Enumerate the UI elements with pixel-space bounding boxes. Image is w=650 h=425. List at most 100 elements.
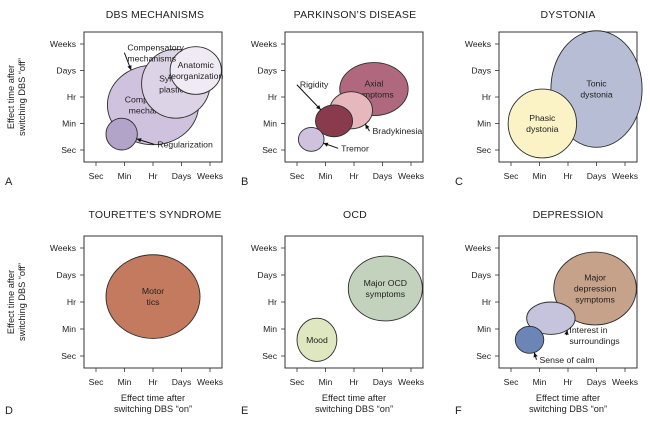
y-tick-label-days: Days xyxy=(56,270,76,280)
bubble-label-anatomic-reorganization: Anatomic xyxy=(178,60,215,70)
bubble-label-synaptic-plasticity: plasticity xyxy=(159,84,193,94)
bubble-label-major-ocd-symptoms: Major OCD xyxy=(364,278,407,288)
panel-title: OCD xyxy=(343,209,367,221)
y-tick-label-hr: Hr xyxy=(268,92,277,102)
panel-title: DEPRESSION xyxy=(533,209,604,221)
y-tick-label-days: Days xyxy=(257,270,277,280)
y-tick-label-hr: Hr xyxy=(482,92,491,102)
annotation-regularization: Regularization xyxy=(157,139,213,149)
x-tick-label-hr: Hr xyxy=(349,171,358,181)
bubble-label-mood: Mood xyxy=(306,335,328,345)
y-axis-title-line: Effect time after xyxy=(6,270,16,334)
y-tick-label-hr: Hr xyxy=(482,297,491,307)
annotation-tremor: Tremor xyxy=(341,143,369,153)
y-tick-label-hr: Hr xyxy=(67,297,76,307)
x-tick-label-days: Days xyxy=(587,171,607,181)
y-tick-label-sec: Sec xyxy=(61,351,77,361)
x-tick-label-weeks: Weeks xyxy=(612,171,638,181)
panel-letter: E xyxy=(241,405,248,417)
annotation-arrowhead xyxy=(564,330,569,335)
bubble-label-motor-tics: tics xyxy=(146,297,160,307)
x-tick-label-days: Days xyxy=(172,377,192,387)
y-axis-title-line: switching DBS “off” xyxy=(17,58,27,136)
x-tick-label-min: Min xyxy=(533,377,547,387)
x-tick-label-sec: Sec xyxy=(89,171,105,181)
y-tick-label-weeks: Weeks xyxy=(465,243,491,253)
annotation-compensatory-mechanisms: mechanisms xyxy=(127,54,176,64)
panel-c: DYSTONIA Sec Min Hr Days Weeks Sec Min Hr Days Wee… xyxy=(455,9,643,188)
y-axis-title: Effect time after switching DBS “off” xyxy=(6,263,27,341)
panel-a: DBS MECHANISMS Sec Min Hr Days Weeks Sec Min Hr D… xyxy=(5,9,223,188)
x-tick-label-hr: Hr xyxy=(148,377,157,387)
y-tick-label-min: Min xyxy=(62,119,76,129)
y-tick-label-weeks: Weeks xyxy=(251,243,277,253)
y-tick-label-min: Min xyxy=(263,324,277,334)
bubble-rigidity xyxy=(315,104,354,138)
x-tick-label-min: Min xyxy=(319,171,333,181)
x-tick-label-hr: Hr xyxy=(563,377,572,387)
annotation-compensatory-mechanisms: Compensatory xyxy=(127,43,184,53)
y-tick-label-days: Days xyxy=(257,66,277,76)
panel-letter: F xyxy=(455,405,462,417)
x-tick-label-sec: Sec xyxy=(504,171,520,181)
x-tick-label-hr: Hr xyxy=(563,171,572,181)
x-axis-title-line: Effect time after xyxy=(322,393,386,403)
y-tick-label-min: Min xyxy=(477,324,491,334)
annotation-interest-in-surroundings: surroundings xyxy=(569,336,620,346)
x-tick-label-sec: Sec xyxy=(504,377,520,387)
annotation-bradykinesia: Bradykinesia xyxy=(373,126,423,136)
bubble-label-phasic-dystonia: dystonia xyxy=(526,124,559,134)
bubble-label-tonic-dystonia: Tonic xyxy=(586,79,607,89)
x-tick-label-days: Days xyxy=(373,377,393,387)
x-axis-title-line: switching DBS “on” xyxy=(114,404,192,414)
annotation-arrowhead xyxy=(316,105,321,110)
panel-d: TOURETTE’S SYNDROME Sec Min Hr Days Weeks Sec M… xyxy=(5,209,223,417)
x-tick-label-weeks: Weeks xyxy=(197,377,223,387)
bubble-label-axial-symptoms: symptoms xyxy=(354,90,394,100)
bubble-label-motor-tics: Motor xyxy=(142,286,164,296)
y-axis-title: Effect time after switching DBS “off” xyxy=(6,58,27,136)
bubble-tremor xyxy=(297,127,325,152)
panel-letter: A xyxy=(5,176,13,188)
x-axis-title-line: Effect time after xyxy=(536,393,600,403)
annotation-arrowhead xyxy=(365,124,370,130)
y-tick-label-min: Min xyxy=(477,119,491,129)
bubble-label-anatomic-reorganization: reorganization xyxy=(168,71,223,81)
bubble-label-major-depression-symptoms: symptoms xyxy=(575,295,615,305)
x-tick-label-sec: Sec xyxy=(290,171,306,181)
y-tick-label-hr: Hr xyxy=(268,297,277,307)
x-tick-label-hr: Hr xyxy=(148,171,157,181)
bubble-anatomic-reorganization xyxy=(169,46,222,95)
x-tick-label-weeks: Weeks xyxy=(398,171,424,181)
x-axis-title-line: switching DBS “on” xyxy=(529,404,607,414)
panel-e: OCD Sec Min Hr Days Weeks Sec Min Hr Days Weeks Maj… xyxy=(241,209,424,417)
y-tick-label-days: Days xyxy=(471,270,491,280)
annotation-arrowhead xyxy=(323,142,329,147)
y-tick-label-sec: Sec xyxy=(476,145,492,155)
y-axis-title-line: switching DBS “off” xyxy=(17,263,27,341)
bubble-mood xyxy=(296,317,338,362)
y-tick-label-days: Days xyxy=(56,66,76,76)
annotation-arrowhead xyxy=(533,352,538,358)
y-tick-label-min: Min xyxy=(263,119,277,129)
bubble-sense-of-calm xyxy=(514,325,545,354)
x-tick-label-weeks: Weeks xyxy=(612,377,638,387)
bubble-label-axial-symptoms: Axial xyxy=(365,79,384,89)
annotation-rigidity: Rigidity xyxy=(300,80,329,90)
x-tick-label-days: Days xyxy=(373,171,393,181)
x-tick-label-sec: Sec xyxy=(89,377,105,387)
y-tick-label-weeks: Weeks xyxy=(465,39,491,49)
panel-letter: C xyxy=(455,176,463,188)
bubble-label-major-ocd-symptoms: symptoms xyxy=(366,289,406,299)
y-axis-title-line: Effect time after xyxy=(6,65,16,129)
bubble-regularization xyxy=(105,117,138,151)
x-tick-label-weeks: Weeks xyxy=(197,171,223,181)
y-tick-label-min: Min xyxy=(62,324,76,334)
panel-title: PARKINSON’S DISEASE xyxy=(294,9,417,21)
bubble-interest-in-surroundings xyxy=(526,301,576,335)
x-tick-label-min: Min xyxy=(319,377,333,387)
x-tick-label-weeks: Weeks xyxy=(398,377,424,387)
y-tick-label-weeks: Weeks xyxy=(50,243,76,253)
bubble-label-tonic-dystonia: dystonia xyxy=(580,90,613,100)
